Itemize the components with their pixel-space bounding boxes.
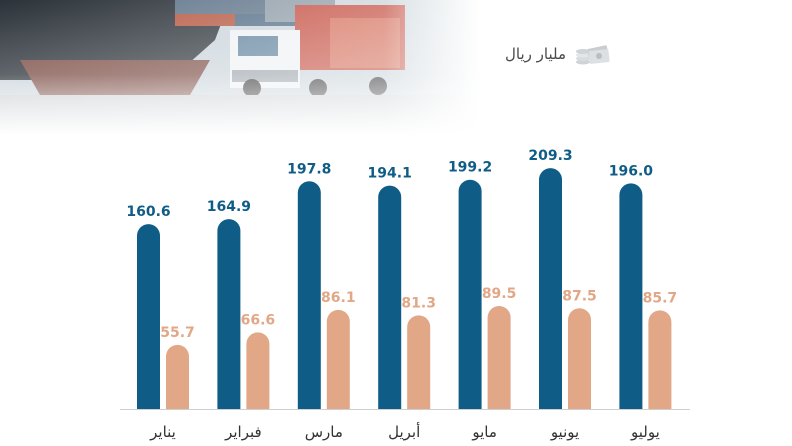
bar-series2-1 — [166, 344, 189, 409]
data-label-series1-1: 160.6 — [126, 204, 170, 220]
banner-photo — [0, 0, 480, 135]
data-label-series2-3: 86.1 — [321, 290, 356, 306]
data-label-series2-6: 87.5 — [562, 288, 597, 304]
category-label-5: مايو — [471, 423, 497, 441]
category-label-7: يوليو — [630, 423, 660, 441]
money-stack-icon — [574, 41, 610, 67]
data-label-series1-3: 197.8 — [287, 161, 331, 177]
category-label-2: فبراير — [224, 423, 262, 441]
data-label-series1-6: 209.3 — [528, 148, 572, 164]
data-label-series1-5: 199.2 — [448, 160, 492, 176]
bar-series1-6 — [539, 168, 562, 409]
bar-series1-2 — [217, 219, 241, 409]
bar-series1-1 — [137, 224, 160, 409]
data-label-series1-7: 196.0 — [609, 163, 654, 179]
bar-series1-7 — [619, 183, 643, 409]
data-label-series2-1: 55.7 — [160, 325, 195, 341]
category-label-3: مارس — [305, 423, 343, 441]
unit-label: مليار ريال — [505, 45, 566, 63]
bar-series2-5 — [487, 305, 511, 409]
data-label-series2-4: 81.3 — [401, 295, 436, 311]
data-label-series2-7: 85.7 — [643, 290, 678, 306]
data-label-series1-4: 194.1 — [368, 166, 412, 182]
bar-series2-6 — [568, 308, 591, 409]
bar-series2-4 — [407, 315, 431, 409]
bar-series2-7 — [648, 310, 672, 409]
data-label-series2-2: 66.6 — [241, 312, 276, 328]
data-label-series2-5: 89.5 — [482, 286, 517, 302]
bar-series1-3 — [297, 181, 321, 409]
bar-series1-4 — [378, 185, 402, 409]
category-label-4: أبريل — [388, 422, 420, 441]
bar-series2-2 — [246, 332, 270, 409]
bar-series2-3 — [326, 309, 350, 409]
category-label-6: يونيو — [550, 423, 579, 441]
unit-legend: مليار ريال — [505, 42, 610, 66]
data-label-series1-2: 164.9 — [207, 199, 251, 215]
category-label-1: يناير — [149, 423, 176, 441]
bar-series1-5 — [458, 179, 482, 409]
